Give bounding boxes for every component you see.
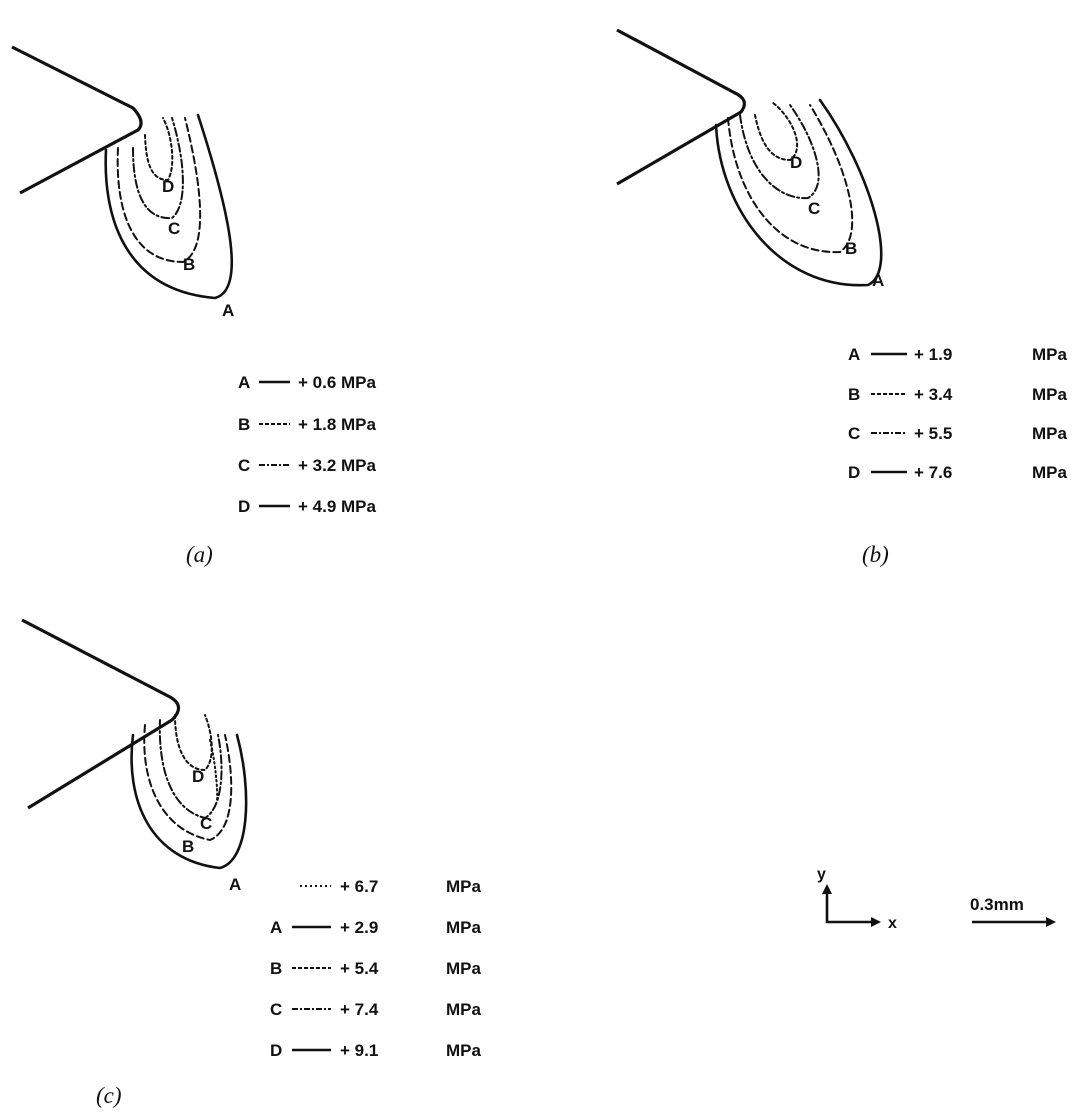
legend-unit: MPa — [446, 877, 482, 896]
legend-value: + 3.2 MPa — [298, 456, 377, 475]
contour-label-c: C — [200, 814, 212, 833]
legend-entry: D + 9.1 MPa — [270, 1041, 482, 1060]
contour-label-a: A — [229, 875, 241, 894]
contour-b — [727, 104, 854, 254]
legend-label: D — [848, 463, 860, 482]
legend-value: + 5.5 — [914, 424, 952, 443]
caption-a: (a) — [186, 542, 213, 567]
legend-value: + 7.6 — [914, 463, 952, 482]
scale-bar-arrowhead — [1046, 917, 1056, 927]
legend-b: A + 1.9 MPa B + 3.4 MPa C + 5.5 MPa D + … — [848, 345, 1068, 482]
contour-label-c: C — [168, 219, 180, 238]
contour-extra — [209, 739, 219, 801]
legend-entry: D + 4.9 MPa — [238, 497, 377, 516]
contour-c — [132, 117, 184, 220]
contour-d — [144, 117, 174, 181]
legend-value: + 4.9 MPa — [298, 497, 377, 516]
legend-value: + 2.9 — [340, 918, 378, 937]
x-arrowhead — [871, 917, 881, 927]
scale-bar-label: 0.3mm — [970, 895, 1024, 914]
panel-b: D C B A A + 1.9 MPa B + 3.4 MPa C + 5.5 … — [616, 28, 1068, 567]
legend-value: + 7.4 — [340, 1000, 379, 1019]
contour-label-a: A — [222, 301, 234, 320]
legend-entry: C + 3.2 MPa — [238, 456, 377, 475]
axes-lines — [825, 890, 875, 924]
legend-label: C — [238, 456, 250, 475]
legend-c: + 6.7 MPa A + 2.9 MPa B + 5.4 MPa C + 7.… — [270, 877, 482, 1060]
contour-label-b: B — [845, 239, 857, 258]
contour-label-b: B — [183, 255, 195, 274]
legend-value: + 6.7 — [340, 877, 378, 896]
legend-label: C — [848, 424, 860, 443]
contour-label-d: D — [790, 153, 802, 172]
panel-c: D C B A + 6.7 MPa A + 2.9 MPa B + 5.4 MP… — [21, 618, 482, 1108]
legend-unit: MPa — [1032, 385, 1068, 404]
contour-a — [130, 733, 248, 870]
legend-value: + 0.6 MPa — [298, 373, 377, 392]
legend-entry: C + 7.4 MPa — [270, 1000, 482, 1019]
legend-label: A — [270, 918, 282, 937]
scale-bar: 0.3mm — [970, 895, 1056, 927]
contour-label-d: D — [162, 177, 174, 196]
axes-indicator: y x — [817, 866, 897, 932]
legend-unit: MPa — [446, 918, 482, 937]
caption-c: (c) — [96, 1083, 122, 1108]
legend-entry: D + 7.6 MPa — [848, 463, 1068, 482]
legend-unit: MPa — [1032, 463, 1068, 482]
legend-label: B — [270, 959, 282, 978]
legend-value: + 3.4 — [914, 385, 953, 404]
contour-c — [739, 104, 820, 200]
tool-outline — [21, 618, 181, 810]
contour-d — [174, 714, 213, 771]
legend-label: D — [238, 497, 250, 516]
y-axis-label: y — [817, 866, 826, 883]
contour-a — [714, 98, 883, 287]
legend-value: + 1.9 — [914, 345, 952, 364]
contour-b — [116, 117, 202, 263]
contour-label-c: C — [808, 199, 820, 218]
legend-entry: A + 0.6 MPa — [238, 373, 377, 392]
legend-label: D — [270, 1041, 282, 1060]
tool-outline — [616, 28, 746, 186]
tool-outline — [11, 45, 143, 195]
legend-unit: MPa — [446, 1041, 482, 1060]
legend-entry: + 6.7 MPa — [300, 877, 482, 896]
x-axis-label: x — [888, 915, 897, 932]
legend-entry: A + 1.9 MPa — [848, 345, 1068, 364]
contour-b — [143, 724, 233, 841]
contour-a — [104, 113, 234, 300]
panel-a: D C B A A + 0.6 MPa B + 1.8 MPa C + 3.2 … — [11, 45, 377, 567]
contour-label-b: B — [182, 837, 194, 856]
legend-value: + 5.4 — [340, 959, 379, 978]
legend-entry: B + 1.8 MPa — [238, 415, 377, 434]
legend-unit: MPa — [446, 1000, 482, 1019]
legend-unit: MPa — [1032, 345, 1068, 364]
legend-label: B — [238, 415, 250, 434]
legend-label: C — [270, 1000, 282, 1019]
legend-a: A + 0.6 MPa B + 1.8 MPa C + 3.2 MPa D + … — [238, 373, 377, 516]
legend-value: + 9.1 — [340, 1041, 378, 1060]
contour-label-d: D — [192, 767, 204, 786]
caption-b: (b) — [862, 542, 889, 567]
legend-entry: A + 2.9 MPa — [270, 918, 482, 937]
legend-unit: MPa — [1032, 424, 1068, 443]
legend-entry: B + 3.4 MPa — [848, 385, 1068, 404]
legend-entry: B + 5.4 MPa — [270, 959, 482, 978]
contour-label-a: A — [872, 271, 884, 290]
contour-c — [158, 719, 223, 819]
legend-entry: C + 5.5 MPa — [848, 424, 1068, 443]
contour-d — [754, 101, 799, 161]
legend-unit: MPa — [446, 959, 482, 978]
legend-label: A — [848, 345, 860, 364]
legend-label: A — [238, 373, 250, 392]
legend-value: + 1.8 MPa — [298, 415, 377, 434]
y-arrowhead — [822, 884, 832, 894]
legend-label: B — [848, 385, 860, 404]
